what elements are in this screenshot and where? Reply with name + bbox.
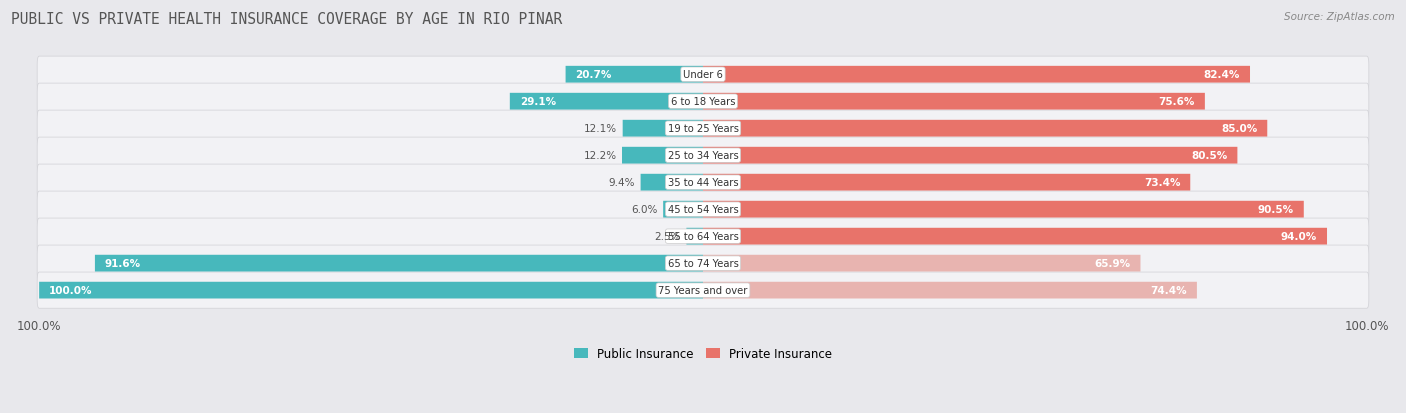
FancyBboxPatch shape [510,94,703,110]
Text: 35 to 44 Years: 35 to 44 Years [668,178,738,188]
FancyBboxPatch shape [703,201,1303,218]
FancyBboxPatch shape [37,84,1369,120]
Text: 6 to 18 Years: 6 to 18 Years [671,97,735,107]
Text: 29.1%: 29.1% [520,97,555,107]
FancyBboxPatch shape [37,245,1369,282]
Text: 82.4%: 82.4% [1204,70,1240,80]
Text: 2.5%: 2.5% [655,232,681,242]
FancyBboxPatch shape [703,174,1191,191]
Text: 19 to 25 Years: 19 to 25 Years [668,124,738,134]
FancyBboxPatch shape [664,201,703,218]
FancyBboxPatch shape [703,121,1267,137]
FancyBboxPatch shape [703,228,1327,245]
FancyBboxPatch shape [37,165,1369,201]
FancyBboxPatch shape [565,66,703,83]
Text: 90.5%: 90.5% [1258,205,1294,215]
FancyBboxPatch shape [37,218,1369,255]
Text: 65.9%: 65.9% [1094,259,1130,268]
FancyBboxPatch shape [37,111,1369,147]
Text: 75.6%: 75.6% [1159,97,1195,107]
Text: 65 to 74 Years: 65 to 74 Years [668,259,738,268]
FancyBboxPatch shape [703,282,1197,299]
FancyBboxPatch shape [39,282,703,299]
FancyBboxPatch shape [623,121,703,137]
Text: 12.2%: 12.2% [583,151,617,161]
FancyBboxPatch shape [686,228,703,245]
Text: Source: ZipAtlas.com: Source: ZipAtlas.com [1284,12,1395,22]
Text: 80.5%: 80.5% [1191,151,1227,161]
FancyBboxPatch shape [641,174,703,191]
FancyBboxPatch shape [703,94,1205,110]
Text: PUBLIC VS PRIVATE HEALTH INSURANCE COVERAGE BY AGE IN RIO PINAR: PUBLIC VS PRIVATE HEALTH INSURANCE COVER… [11,12,562,27]
FancyBboxPatch shape [703,66,1250,83]
Text: 100.0%: 100.0% [49,285,93,295]
FancyBboxPatch shape [37,192,1369,228]
Text: 75 Years and over: 75 Years and over [658,285,748,295]
FancyBboxPatch shape [37,57,1369,93]
Text: 73.4%: 73.4% [1144,178,1180,188]
FancyBboxPatch shape [621,147,703,164]
Text: 25 to 34 Years: 25 to 34 Years [668,151,738,161]
Text: 94.0%: 94.0% [1281,232,1317,242]
FancyBboxPatch shape [37,273,1369,309]
Text: 55 to 64 Years: 55 to 64 Years [668,232,738,242]
Text: 20.7%: 20.7% [575,70,612,80]
Text: 12.1%: 12.1% [585,124,617,134]
Text: 6.0%: 6.0% [631,205,658,215]
Text: 45 to 54 Years: 45 to 54 Years [668,205,738,215]
Text: 74.4%: 74.4% [1150,285,1187,295]
FancyBboxPatch shape [703,255,1140,272]
Text: 85.0%: 85.0% [1220,124,1257,134]
FancyBboxPatch shape [96,255,703,272]
Text: 9.4%: 9.4% [609,178,636,188]
FancyBboxPatch shape [703,147,1237,164]
Text: 91.6%: 91.6% [105,259,141,268]
Legend: Public Insurance, Private Insurance: Public Insurance, Private Insurance [569,342,837,365]
FancyBboxPatch shape [37,138,1369,174]
Text: Under 6: Under 6 [683,70,723,80]
